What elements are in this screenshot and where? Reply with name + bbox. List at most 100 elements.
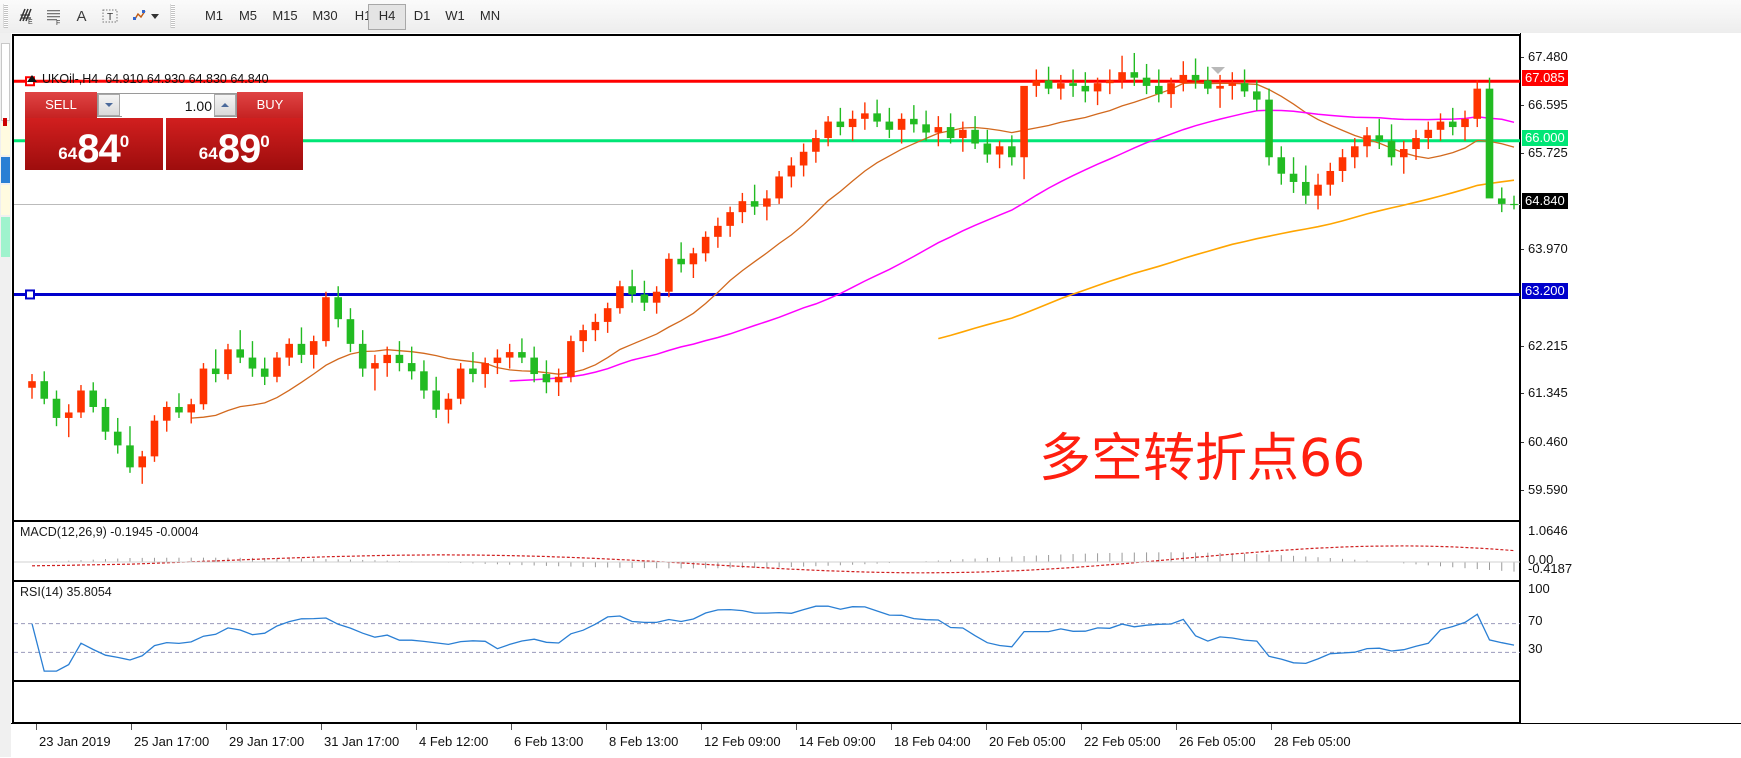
toolbar-grip-periods[interactable] — [170, 4, 175, 28]
volume-decrease-button[interactable] — [98, 94, 120, 116]
time-tick — [701, 724, 702, 730]
buy-price-block[interactable]: 64 89 0 — [162, 118, 303, 171]
timeframe-h4[interactable]: H4 — [368, 4, 406, 30]
time-tick-label: 23 Jan 2019 — [39, 734, 111, 749]
price-tick — [1520, 441, 1524, 443]
price-tick-label: 66.595 — [1528, 97, 1568, 113]
time-tick — [1271, 724, 1272, 730]
sell-button[interactable]: SELL — [25, 92, 97, 118]
timeframe-m15[interactable]: M15 — [272, 8, 298, 23]
price-tick — [1520, 393, 1524, 395]
svg-text:F: F — [56, 20, 60, 26]
volume-increase-button[interactable] — [214, 94, 236, 116]
time-tick — [131, 724, 132, 730]
time-tick — [1176, 724, 1177, 730]
svg-text:T: T — [106, 12, 112, 23]
time-tick-label: 26 Feb 05:00 — [1179, 734, 1256, 749]
rsi-svg — [14, 605, 1726, 672]
objects-dropdown-icon[interactable] — [148, 3, 162, 29]
timeframe-m5[interactable]: M5 — [238, 8, 258, 23]
trade-panel-top-row: SELL BUY — [25, 92, 303, 118]
price-tick-label: 62.215 — [1528, 337, 1568, 353]
buy-button[interactable]: BUY — [237, 92, 303, 118]
collapse-triangle-icon[interactable] — [27, 75, 37, 82]
time-tick-label: 4 Feb 12:00 — [419, 734, 489, 749]
time-tick-label: 14 Feb 09:00 — [799, 734, 876, 749]
price-tick — [1520, 249, 1524, 251]
price-axis-separator — [1520, 33, 1521, 723]
price-tick-label: 63.970 — [1528, 241, 1568, 257]
indicator-list-icon[interactable]: F — [40, 3, 67, 29]
sell-price-main: 84 — [77, 127, 120, 171]
svg-text:E: E — [28, 19, 33, 26]
pivot-line-tag[interactable]: 66.000 — [1522, 129, 1568, 146]
rsi-tick-label: 30 — [1528, 641, 1543, 657]
price-tick-label: 61.345 — [1528, 385, 1568, 401]
time-tick — [226, 724, 227, 730]
macd-svg — [14, 545, 1726, 574]
buy-price-prefix: 64 — [198, 144, 218, 163]
timeframe-w1[interactable]: W1 — [445, 8, 465, 23]
time-tick-label: 6 Feb 13:00 — [514, 734, 584, 749]
macd-tick-label: 1.0646 — [1528, 523, 1568, 538]
price-tick — [1520, 56, 1524, 58]
price-tick — [1520, 152, 1524, 154]
price-tick-label: 67.480 — [1528, 48, 1568, 64]
timeframe-m1[interactable]: M1 — [204, 8, 224, 23]
time-tick — [796, 724, 797, 730]
sell-price-prefix: 64 — [58, 144, 78, 163]
time-tick — [606, 724, 607, 730]
price-tick-label: 60.460 — [1528, 433, 1568, 449]
time-tick-label: 12 Feb 09:00 — [704, 734, 781, 749]
chart-ohlc: 64.910 64.930 64.830 64.840 — [105, 72, 269, 86]
toolbar-grip-left[interactable] — [3, 4, 8, 28]
macd-label: MACD(12,26,9) -0.1945 -0.0004 — [20, 525, 199, 539]
time-tick-label: 28 Feb 05:00 — [1274, 734, 1351, 749]
text-tool-icon[interactable]: A — [76, 7, 87, 25]
price-tick — [1520, 105, 1524, 107]
support-line-tag[interactable]: 63.200 — [1522, 283, 1568, 300]
time-tick — [891, 724, 892, 730]
text-label-icon[interactable]: T — [96, 3, 123, 29]
sell-price-block[interactable]: 64 84 0 — [25, 118, 163, 170]
resistance-line-tag[interactable]: 67.085 — [1522, 70, 1568, 87]
timeframe-h1[interactable]: H1 — [354, 8, 372, 23]
chart-symbol-header: UKOil-,H4 64.910 64.930 64.830 64.840 — [27, 72, 269, 86]
strip-block-3 — [1, 157, 10, 183]
price-tick-label: 65.725 — [1528, 144, 1568, 160]
time-tick — [321, 724, 322, 730]
rsi-tick-label: 70 — [1528, 612, 1543, 628]
time-tick — [1081, 724, 1082, 730]
strip-marker-red — [3, 118, 7, 126]
current-price-tag[interactable]: 64.840 — [1522, 193, 1568, 210]
timeframe-mn[interactable]: MN — [479, 8, 501, 23]
rsi-label: RSI(14) 35.8054 — [20, 585, 112, 599]
chart-top-marker-icon — [1211, 67, 1225, 74]
rsi-tick-label: 100 — [1528, 581, 1550, 596]
strip-block-1 — [1, 43, 10, 121]
one-click-trading-panel[interactable]: SELL BUY 64 84 0 64 89 0 — [25, 92, 303, 170]
time-tick — [511, 724, 512, 730]
time-tick — [36, 724, 37, 730]
main-toolbar: E F A T M1 M5 M15 M30 H1 H4 D1 W1 MN — [0, 0, 1741, 34]
strip-block-4 — [1, 185, 10, 215]
volume-field[interactable] — [97, 93, 237, 118]
time-tick-label: 29 Jan 17:00 — [229, 734, 305, 749]
time-tick — [416, 724, 417, 730]
timeframe-m30[interactable]: M30 — [312, 8, 338, 23]
rsi-pane[interactable]: RSI(14) 35.8054 — [14, 582, 1726, 682]
volume-input[interactable] — [122, 94, 214, 118]
time-tick-label: 20 Feb 05:00 — [989, 734, 1066, 749]
time-tick-label: 31 Jan 17:00 — [324, 734, 400, 749]
price-axis[interactable]: 67.480 66.595 65.725 63.970 62.215 61.345 60.4… — [1520, 33, 1741, 723]
time-tick-label: 18 Feb 04:00 — [894, 734, 971, 749]
expert-advisor-icon[interactable]: E — [12, 3, 39, 29]
timeframe-d1[interactable]: D1 — [413, 8, 431, 23]
time-tick-label: 25 Jan 17:00 — [134, 734, 210, 749]
time-axis[interactable]: 23 Jan 2019 25 Jan 17:00 29 Jan 17:00 31 Ja… — [11, 723, 1741, 758]
macd-pane[interactable]: MACD(12,26,9) -0.1945 -0.0004 — [14, 522, 1726, 582]
objects-icon[interactable] — [126, 3, 153, 29]
macd-tick-label: -0.4187 — [1528, 561, 1573, 576]
macd-tick-label: 0.00 — [1528, 552, 1554, 567]
buy-price-main: 89 — [217, 127, 261, 171]
